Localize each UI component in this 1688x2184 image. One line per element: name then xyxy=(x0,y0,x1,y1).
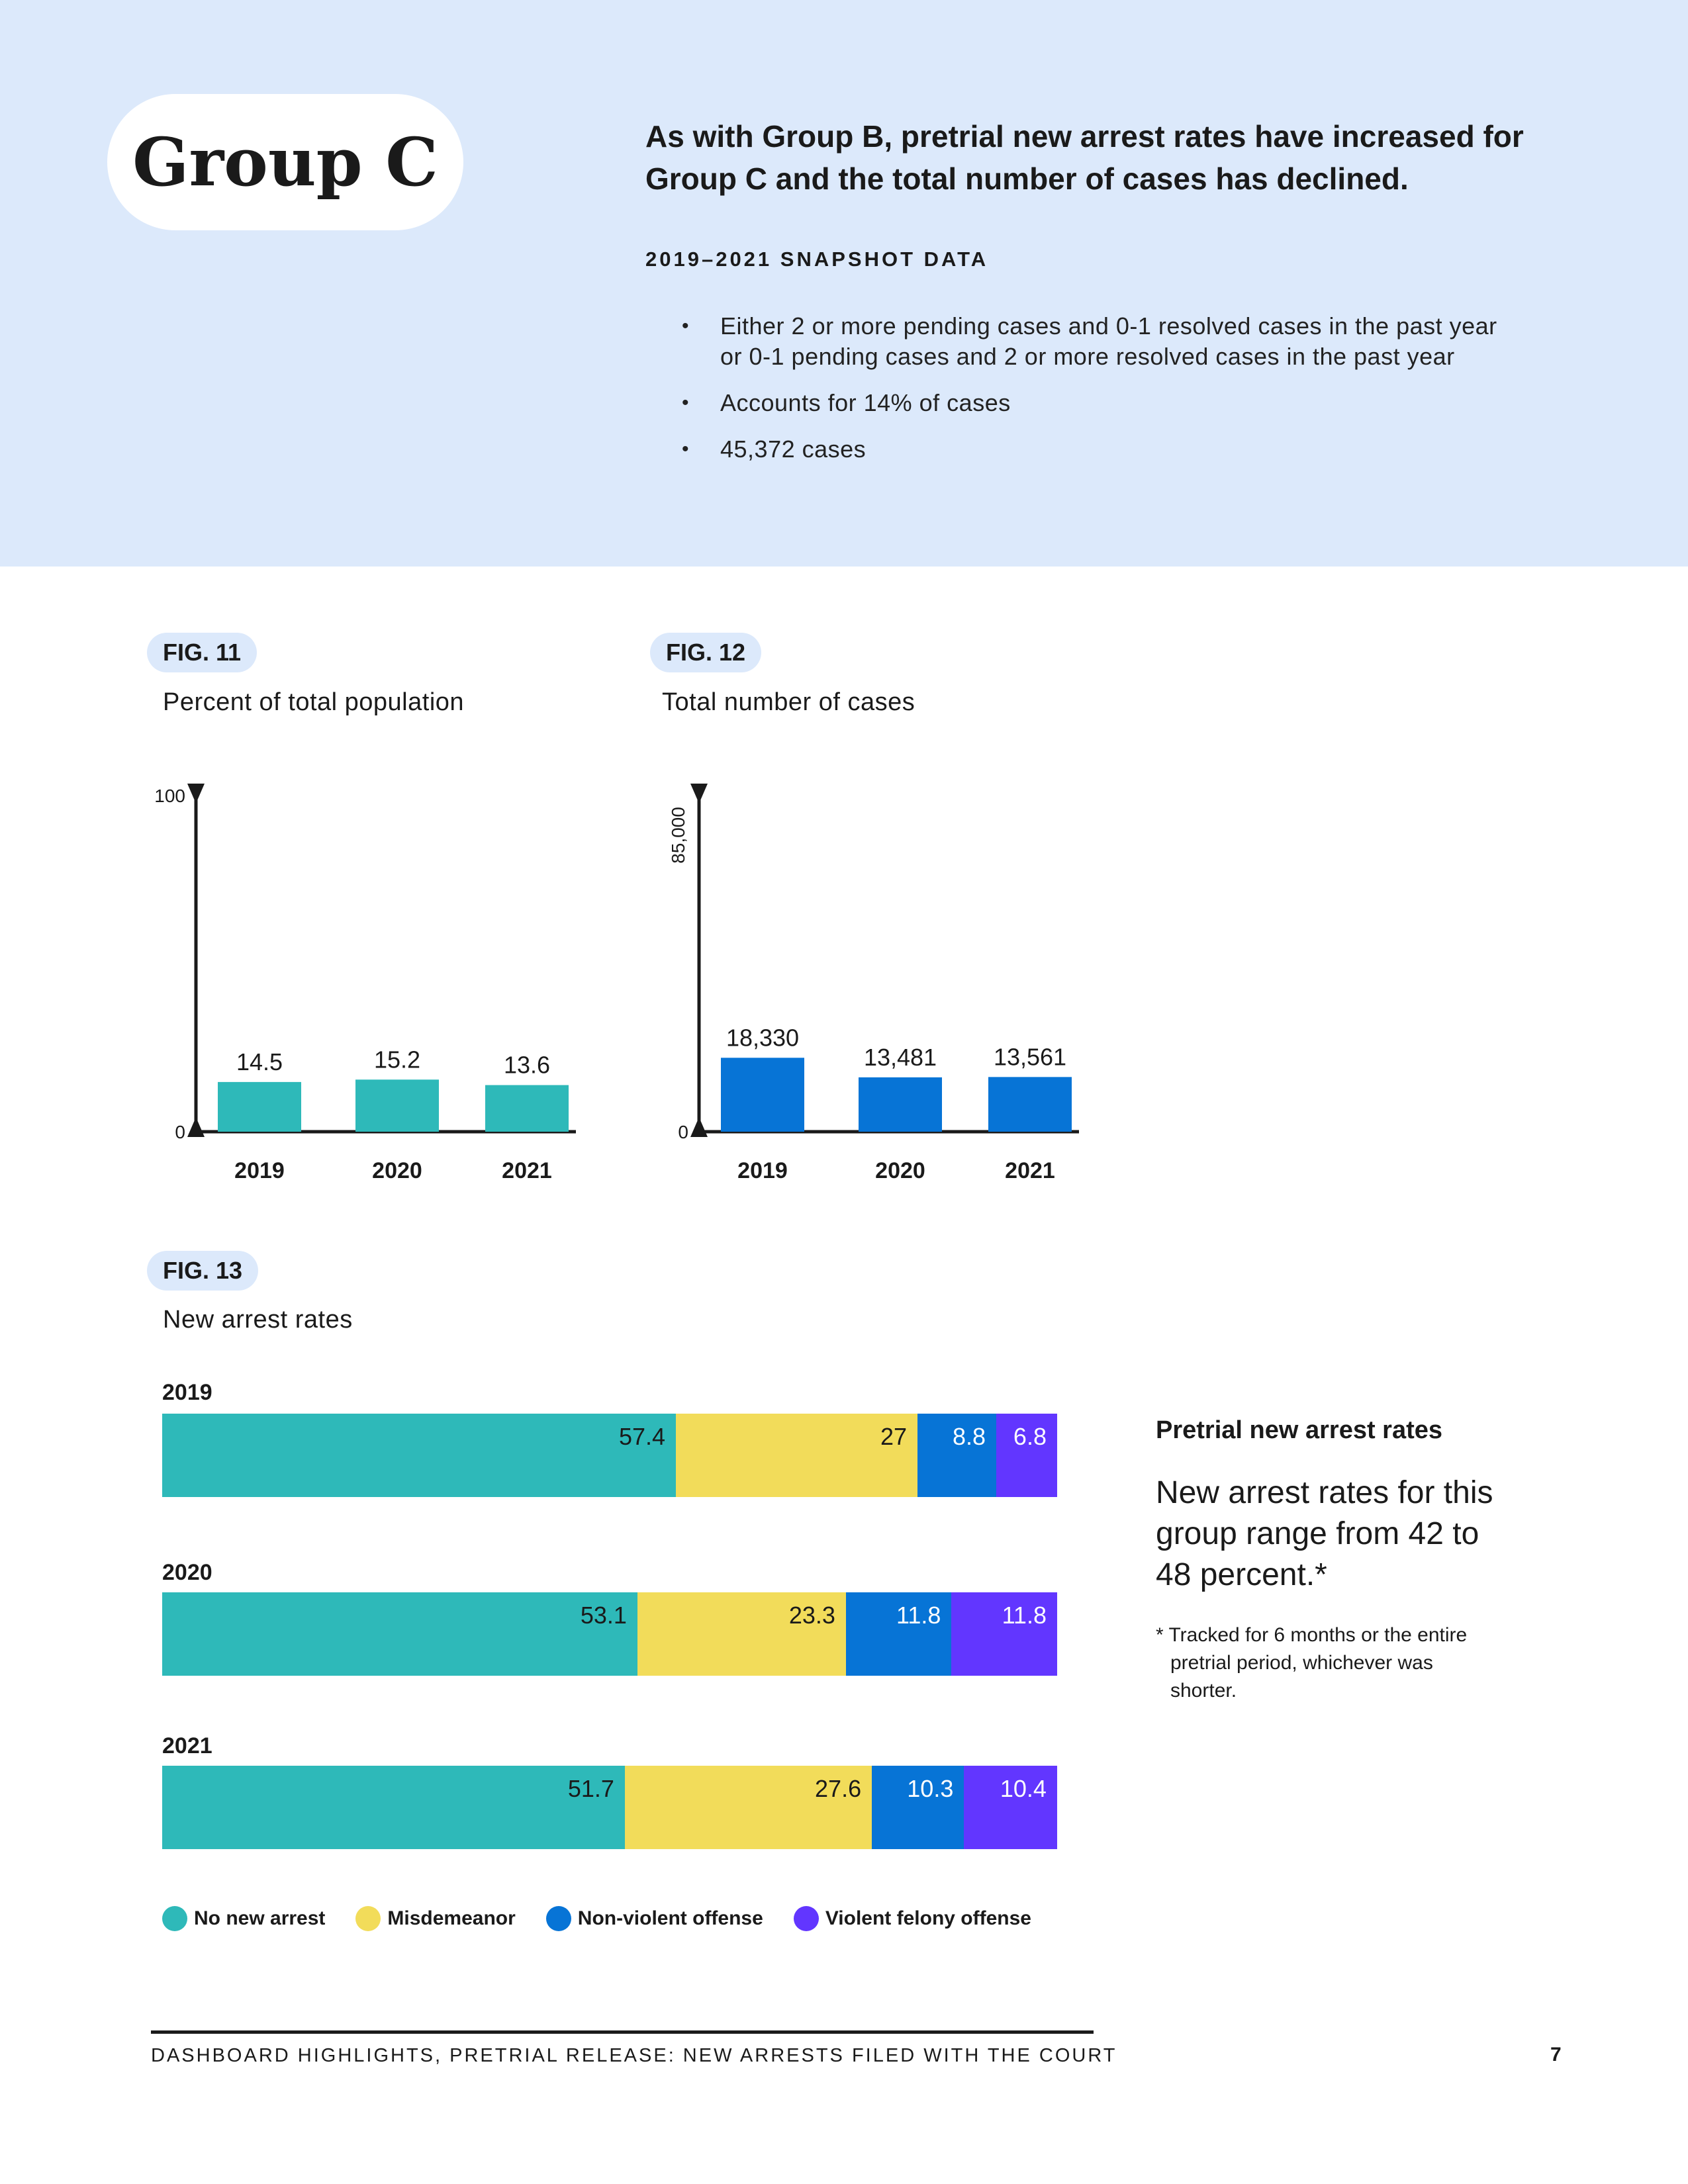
bar-value-label: 13,561 xyxy=(994,1043,1066,1070)
bar-segment: 57.4 xyxy=(162,1414,677,1497)
bar-segment: 53.1 xyxy=(162,1592,637,1676)
segment-value-label: 53.1 xyxy=(580,1602,627,1629)
legend-label: Misdemeanor xyxy=(387,1907,516,1929)
snapshot-bullet-text: Either 2 or more pending cases and 0-1 r… xyxy=(720,312,1497,370)
y-tick-label: 85,000 xyxy=(668,807,688,864)
legend-swatch-icon xyxy=(162,1906,187,1931)
bar xyxy=(355,1079,439,1132)
x-tick-label: 2021 xyxy=(1005,1158,1055,1183)
legend-label: No new arrest xyxy=(194,1907,326,1929)
segment-value-label: 8.8 xyxy=(953,1423,986,1450)
fig13-legend: No new arrest Misdemeanor Non-violent of… xyxy=(162,1906,1062,1931)
x-tick-label: 2021 xyxy=(502,1158,552,1183)
bar-value-label: 13,481 xyxy=(864,1044,937,1071)
segment-value-label: 11.8 xyxy=(896,1602,941,1629)
sidebar-title: Pretrial new arrest rates xyxy=(1156,1416,1443,1444)
axis-arrow-top-icon xyxy=(187,784,205,803)
sidebar-footnote: * Tracked for 6 months or the entire pre… xyxy=(1156,1624,1468,1702)
legend-item: Violent felony offense xyxy=(793,1906,1031,1931)
bullet-icon: • xyxy=(682,438,690,460)
footer-text: DASHBOARD HIGHLIGHTS, PRETRIAL RELEASE: … xyxy=(151,2045,1117,2066)
bar-segment: 27.6 xyxy=(624,1766,872,1849)
bar-segment: 23.3 xyxy=(637,1592,846,1676)
fig12-chart: 0 85,000 18,330 2019 13,481 2020 13,561 2021 xyxy=(668,784,1079,1183)
bar-segment: 27 xyxy=(676,1414,918,1497)
fig13-tag: FIG. 13 xyxy=(147,1251,259,1291)
bullet-icon: • xyxy=(682,392,690,414)
bar-value-label: 14.5 xyxy=(236,1048,283,1075)
y-tick-label: 0 xyxy=(678,1122,688,1142)
page-number: 7 xyxy=(1550,2044,1562,2066)
segment-value-label: 23.3 xyxy=(788,1602,835,1629)
footer-rule xyxy=(151,2030,1094,2034)
axis-arrow-bottom-icon xyxy=(187,1117,205,1137)
y-tick-label: 0 xyxy=(175,1122,185,1142)
legend-item: Misdemeanor xyxy=(355,1906,516,1931)
x-tick-label: 2019 xyxy=(737,1158,788,1183)
snapshot-bullet: • Accounts for 14% of cases xyxy=(682,388,1509,418)
hero-panel xyxy=(0,0,1688,567)
x-tick-label: 2020 xyxy=(875,1158,925,1183)
fig11-tag: FIG. 11 xyxy=(147,633,258,672)
fig12-tag: FIG. 12 xyxy=(650,633,762,672)
fig13-subtitle: New arrest rates xyxy=(163,1306,353,1334)
snapshot-label: 2019–2021 SNAPSHOT DATA xyxy=(645,248,989,271)
fig13-year-label: 2020 xyxy=(162,1560,212,1585)
snapshot-bullet: • Either 2 or more pending cases and 0-1 … xyxy=(682,311,1509,372)
segment-value-label: 27 xyxy=(880,1423,908,1450)
fig12-subtitle: Total number of cases xyxy=(662,688,915,716)
segment-value-label: 11.8 xyxy=(1002,1602,1047,1629)
fig11-subtitle: Percent of total population xyxy=(163,688,465,716)
fig13-stacked-bar: 51.7 27.6 10.3 10.4 xyxy=(162,1766,1057,1849)
snapshot-bullet-text: Accounts for 14% of cases xyxy=(720,389,1011,416)
segment-value-label: 10.4 xyxy=(1000,1775,1047,1802)
axis-arrow-top-icon xyxy=(690,784,708,803)
segment-value-label: 10.3 xyxy=(907,1775,954,1802)
segment-value-label: 6.8 xyxy=(1013,1423,1047,1450)
sidebar-statement: New arrest rates for this group range fr… xyxy=(1156,1475,1493,1592)
fig13-stacked-bar: 57.4 27 8.8 6.8 xyxy=(162,1414,1057,1497)
bullet-icon: • xyxy=(682,315,690,337)
bar xyxy=(988,1077,1072,1132)
x-tick-label: 2019 xyxy=(234,1158,285,1183)
bar-segment: 11.8 xyxy=(845,1592,952,1676)
legend-swatch-icon xyxy=(545,1906,571,1931)
fig11-chart: 0 100 14.5 2019 15.2 2020 13.6 2021 xyxy=(154,784,576,1183)
bar xyxy=(721,1058,804,1132)
fig13-stacked-bar: 53.1 23.3 11.8 11.8 xyxy=(162,1592,1057,1676)
bar-segment: 10.4 xyxy=(964,1766,1057,1849)
legend-swatch-icon xyxy=(793,1906,819,1931)
legend-item: No new arrest xyxy=(162,1906,325,1931)
snapshot-list: • Either 2 or more pending cases and 0-1 … xyxy=(682,311,1509,480)
bar-value-label: 15.2 xyxy=(374,1046,420,1073)
bar-segment: 51.7 xyxy=(162,1766,625,1849)
legend-swatch-icon xyxy=(355,1906,381,1931)
x-tick-label: 2020 xyxy=(372,1158,422,1183)
bar-segment: 6.8 xyxy=(996,1414,1057,1497)
snapshot-bullet: • 45,372 cases xyxy=(682,434,1509,465)
axis-arrow-bottom-icon xyxy=(690,1117,708,1137)
legend-label: Non-violent offense xyxy=(577,1907,763,1929)
group-title: Group C xyxy=(107,94,463,230)
legend-item: Non-violent offense xyxy=(545,1906,763,1931)
segment-value-label: 51.7 xyxy=(567,1775,614,1802)
bar-segment: 10.3 xyxy=(872,1766,964,1849)
y-tick-label: 100 xyxy=(154,786,185,806)
headline: As with Group B, pretrial new arrest rat… xyxy=(645,119,1524,196)
fig13-year-label: 2021 xyxy=(162,1733,212,1758)
bar-segment: 8.8 xyxy=(917,1414,997,1497)
bar-value-label: 18,330 xyxy=(726,1024,799,1051)
snapshot-bullet-text: 45,372 cases xyxy=(720,435,867,463)
legend-label: Violent felony offense xyxy=(825,1907,1031,1929)
bar xyxy=(218,1081,301,1132)
fig13-year-label: 2019 xyxy=(162,1380,212,1405)
bar-segment: 11.8 xyxy=(951,1592,1057,1676)
bar xyxy=(859,1077,942,1132)
bar-value-label: 13.6 xyxy=(504,1052,550,1079)
segment-value-label: 27.6 xyxy=(815,1775,862,1802)
segment-value-label: 57.4 xyxy=(618,1423,666,1450)
bar xyxy=(485,1085,569,1132)
